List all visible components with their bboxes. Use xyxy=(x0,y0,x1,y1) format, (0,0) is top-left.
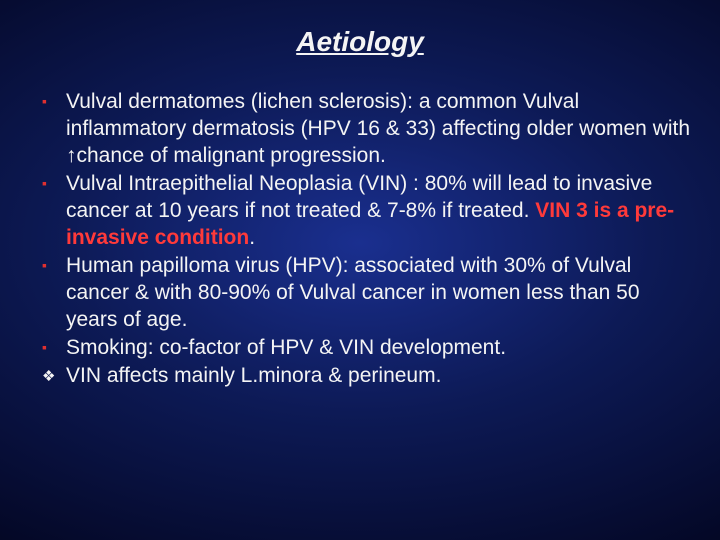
slide: Aetiology ▪ Vulval dermatomes (lichen sc… xyxy=(0,0,720,540)
list-item: ▪ Smoking: co-factor of HPV & VIN develo… xyxy=(42,334,692,361)
list-item: ▪ Vulval dermatomes (lichen sclerosis): … xyxy=(42,88,692,169)
text-post: . xyxy=(249,226,255,249)
square-bullet-icon: ▪ xyxy=(42,88,66,115)
list-item-text: Vulval Intraepithelial Neoplasia (VIN) :… xyxy=(66,170,692,251)
slide-title: Aetiology xyxy=(28,26,692,58)
list-item: ❖ VIN affects mainly L.minora & perineum… xyxy=(42,362,692,389)
slide-body: ▪ Vulval dermatomes (lichen sclerosis): … xyxy=(28,88,692,389)
list-item: ▪ Vulval Intraepithelial Neoplasia (VIN)… xyxy=(42,170,692,251)
square-bullet-icon: ▪ xyxy=(42,252,66,279)
text-pre: VIN affects mainly L.minora & perineum. xyxy=(66,364,441,387)
list-item-text: Smoking: co-factor of HPV & VIN developm… xyxy=(66,334,506,361)
square-bullet-icon: ▪ xyxy=(42,334,66,361)
diamond-bullet-icon: ❖ xyxy=(42,363,66,390)
list-item-text: Human papilloma virus (HPV): associated … xyxy=(66,252,692,333)
text-pre: Human papilloma virus (HPV): associated … xyxy=(66,254,640,331)
square-bullet-icon: ▪ xyxy=(42,170,66,197)
list-item-text: VIN affects mainly L.minora & perineum. xyxy=(66,362,441,389)
list-item: ▪ Human papilloma virus (HPV): associate… xyxy=(42,252,692,333)
text-pre: Smoking: co-factor of HPV & VIN developm… xyxy=(66,336,506,359)
list-item-text: Vulval dermatomes (lichen sclerosis): a … xyxy=(66,88,692,169)
text-pre: Vulval dermatomes (lichen sclerosis): a … xyxy=(66,90,690,167)
